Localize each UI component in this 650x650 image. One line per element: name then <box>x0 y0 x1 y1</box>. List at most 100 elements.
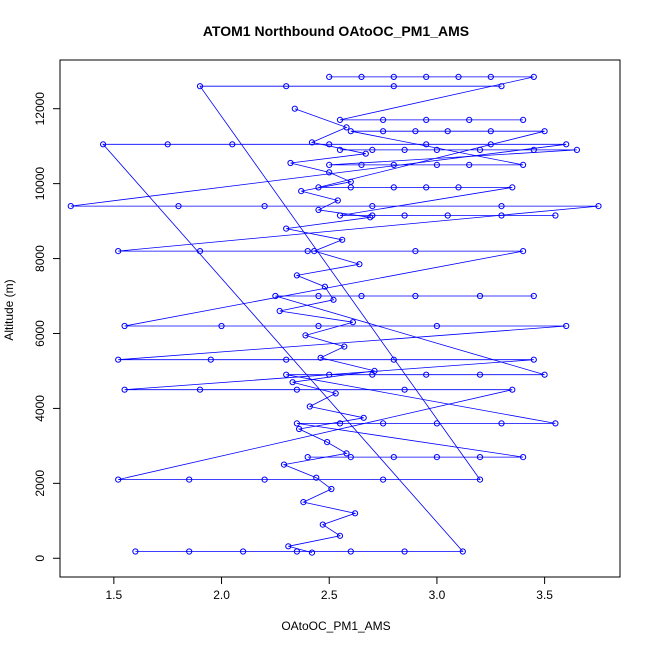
data-point <box>520 116 527 124</box>
data-point <box>423 141 430 148</box>
data-point <box>347 454 354 461</box>
y-tick-label: 12000 <box>33 92 47 126</box>
x-tick-label: 3.0 <box>429 588 446 602</box>
data-point <box>326 161 333 168</box>
data-point <box>476 292 484 300</box>
data-point <box>509 386 516 393</box>
data-point <box>330 296 337 303</box>
data-point <box>433 420 440 427</box>
data-point <box>466 161 473 168</box>
data-point <box>390 356 397 363</box>
data-point <box>541 128 548 135</box>
data-series-4 <box>326 73 537 124</box>
data-point <box>326 169 333 176</box>
data-point <box>476 146 484 153</box>
data-point <box>207 356 214 363</box>
data-point <box>315 206 322 213</box>
x-tick-label: 2.0 <box>213 588 230 602</box>
data-point <box>390 161 397 168</box>
data-point <box>455 73 462 81</box>
y-tick-label: 2000 <box>33 470 47 497</box>
data-point <box>343 450 350 457</box>
data-point <box>313 474 320 481</box>
data-point <box>498 212 505 219</box>
data-point <box>358 73 365 81</box>
data-point <box>218 322 225 330</box>
data-point <box>304 454 311 461</box>
data-layer <box>67 73 602 556</box>
data-point <box>67 203 74 210</box>
data-point <box>530 146 537 153</box>
data-point <box>563 322 570 330</box>
data-point <box>308 549 316 556</box>
y-axis-label: Altitude (m) <box>2 279 16 340</box>
data-point <box>186 548 193 555</box>
data-point <box>530 356 537 363</box>
data-point <box>347 128 354 135</box>
data-point <box>530 73 537 81</box>
data-point <box>293 272 300 279</box>
data-point <box>336 532 344 539</box>
data-point <box>356 261 363 268</box>
data-point <box>459 548 466 555</box>
y-tick-label: 8000 <box>33 245 47 272</box>
x-tick-label: 1.5 <box>106 588 123 602</box>
data-point <box>347 184 354 191</box>
data-point <box>476 476 484 483</box>
series-line <box>275 295 556 458</box>
y-tick-label: 4000 <box>33 395 47 422</box>
data-point <box>272 292 279 300</box>
data-point <box>196 83 204 90</box>
data-point <box>121 386 128 393</box>
data-point <box>552 212 559 219</box>
data-point <box>466 116 473 124</box>
data-point <box>509 184 516 191</box>
data-point <box>530 292 537 300</box>
y-tick-label: 6000 <box>33 320 47 347</box>
data-point <box>433 322 440 330</box>
data-point <box>293 386 300 393</box>
data-point <box>324 439 331 446</box>
plot-frame <box>59 59 621 578</box>
data-point <box>196 386 204 393</box>
data-point <box>476 371 484 378</box>
data-point <box>298 188 305 195</box>
data-point <box>315 322 322 330</box>
data-point <box>283 371 290 378</box>
data-point <box>332 390 339 397</box>
data-point <box>541 371 548 378</box>
data-point <box>336 116 344 124</box>
data-point <box>347 548 354 555</box>
data-point <box>595 203 602 210</box>
data-point <box>132 548 139 555</box>
data-point <box>433 146 440 153</box>
series-line <box>318 130 577 216</box>
data-point <box>317 354 324 361</box>
data-point <box>498 420 505 427</box>
data-point <box>573 146 581 153</box>
x-tick-label: 2.5 <box>321 588 338 602</box>
data-point <box>321 283 328 290</box>
data-point <box>283 225 290 232</box>
data-point <box>552 420 559 427</box>
data-point <box>283 356 290 363</box>
data-point <box>401 146 408 153</box>
data-point <box>360 414 367 421</box>
data-point <box>380 476 387 483</box>
data-series-1 <box>67 83 602 555</box>
data-point <box>401 386 408 393</box>
data-point <box>121 322 128 330</box>
data-point <box>401 548 408 555</box>
data-point <box>328 485 335 493</box>
data-point <box>369 203 376 210</box>
data-point <box>315 292 322 300</box>
data-point <box>306 403 313 410</box>
data-point <box>261 476 268 483</box>
data-point <box>280 461 288 468</box>
chart-title: ATOM1 Northbound OAtoOC_PM1_AMS <box>203 23 469 39</box>
data-point <box>100 141 107 148</box>
data-point <box>390 73 397 81</box>
data-point <box>352 510 359 517</box>
data-point <box>349 319 356 326</box>
